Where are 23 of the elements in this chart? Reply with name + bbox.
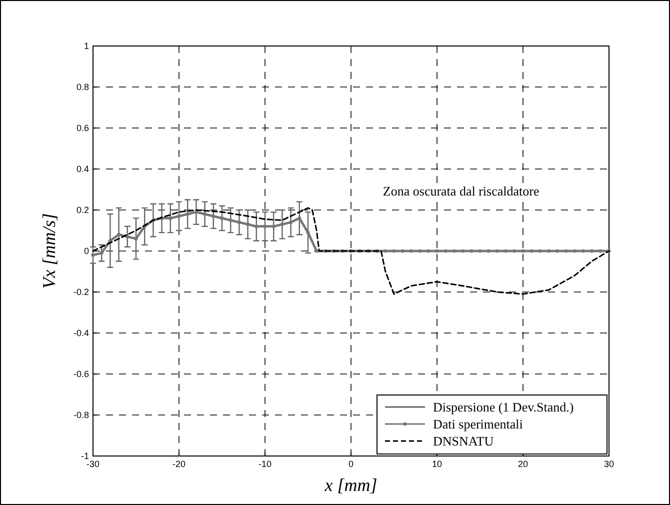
y-tick-label: 0.4 <box>76 164 89 174</box>
y-tick-label: -0.4 <box>73 328 89 338</box>
x-tick-label: 30 <box>604 459 614 469</box>
y-tick-label: 0 <box>84 246 89 256</box>
x-tick-label: 10 <box>432 459 442 469</box>
y-tick-label: 1 <box>84 41 89 51</box>
x-tick-label: -20 <box>172 459 186 469</box>
legend-label: Dispersione (1 Dev.Stand.) <box>433 400 574 414</box>
x-tick-label: 20 <box>518 459 528 469</box>
x-tick-label: -30 <box>86 459 100 469</box>
y-tick-label: 0.2 <box>76 205 89 215</box>
y-axis-title: Vx [mm/s] <box>39 213 59 289</box>
x-tick-label: -10 <box>258 459 272 469</box>
x-tick-label: 0 <box>348 459 354 469</box>
legend-label: Dati sperimentali <box>433 416 524 432</box>
y-tick-label: 0.8 <box>76 82 89 92</box>
y-tick-label: 0.6 <box>76 123 89 133</box>
y-tick-label: -0.6 <box>73 369 89 379</box>
x-axis-title: x [mm] <box>324 475 378 495</box>
y-tick-label: -0.2 <box>73 287 89 297</box>
y-tick-label: -1 <box>80 451 89 461</box>
legend-label: DNSNATU <box>433 434 494 448</box>
y-tick-label: -0.8 <box>73 410 89 420</box>
